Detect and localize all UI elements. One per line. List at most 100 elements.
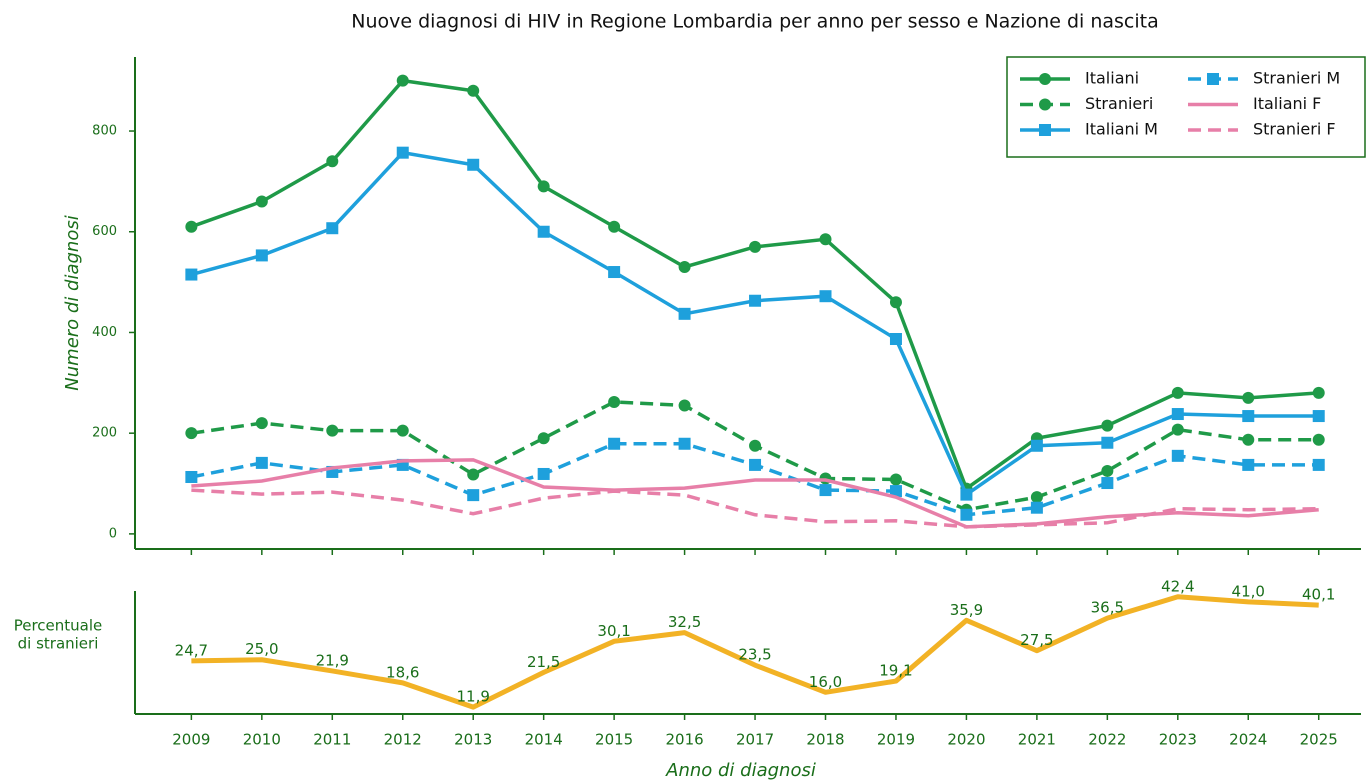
point [1312, 410, 1325, 423]
value-label: 42,4 [1161, 577, 1194, 595]
y-tick-label: 600 [92, 224, 117, 239]
x-tick-label: 2017 [736, 731, 774, 749]
point [1171, 449, 1184, 462]
point [255, 249, 268, 262]
point [889, 333, 902, 346]
x-tick-label: 2021 [1018, 731, 1056, 749]
legend-label: Stranieri [1085, 94, 1153, 113]
legend-label: Italiani M [1085, 120, 1158, 139]
point [396, 74, 409, 87]
x-tick-label: 2019 [877, 731, 915, 749]
point [608, 266, 621, 279]
point [255, 456, 268, 469]
x-tick-label: 2009 [172, 731, 210, 749]
value-label: 23,5 [738, 646, 771, 664]
y-tick-label: 400 [92, 325, 117, 340]
series-line [191, 488, 1319, 529]
legend-marker [1039, 124, 1051, 136]
point [819, 484, 832, 497]
point [1312, 386, 1325, 399]
point [185, 427, 198, 440]
x-tick-label: 2012 [384, 731, 422, 749]
point [889, 296, 902, 309]
point [467, 84, 480, 97]
point [819, 233, 832, 246]
x-tick-label: 2022 [1088, 731, 1126, 749]
x-tick-label: 2024 [1229, 731, 1267, 749]
value-label: 27,5 [1020, 631, 1053, 649]
value-label: 21,9 [316, 651, 349, 669]
chart-title: Nuove diagnosi di HIV in Regione Lombard… [351, 11, 1158, 33]
point [1101, 464, 1114, 477]
y-tick-label: 800 [92, 124, 117, 139]
legend-marker [1207, 73, 1219, 85]
point [185, 220, 198, 233]
point [678, 399, 691, 412]
point [1101, 419, 1114, 432]
point [678, 437, 691, 450]
point [1171, 408, 1184, 421]
value-label: 40,1 [1302, 586, 1335, 604]
point [1312, 433, 1325, 446]
series-line [191, 400, 1319, 512]
point [467, 489, 480, 502]
legend-label: Stranieri F [1253, 120, 1336, 139]
value-label: 19,1 [879, 662, 912, 680]
value-label: 25,0 [245, 640, 278, 658]
point [1242, 410, 1255, 423]
point [749, 294, 762, 307]
point [960, 488, 973, 501]
point [819, 290, 832, 303]
point [889, 473, 902, 486]
value-label: 36,5 [1091, 599, 1124, 617]
x-tick-label: 2014 [525, 731, 563, 749]
legend-label: Italiani F [1253, 94, 1321, 113]
value-label: 16,0 [809, 673, 842, 691]
x-tick-label: 2018 [806, 731, 844, 749]
point [185, 470, 198, 483]
x-tick-label: 2016 [665, 731, 703, 749]
point [608, 220, 621, 233]
point [537, 432, 550, 445]
point [255, 195, 268, 208]
value-label: 41,0 [1232, 582, 1265, 600]
x-tick-label: 2015 [595, 731, 633, 749]
point [749, 439, 762, 452]
x-tick-label: 2013 [454, 731, 492, 749]
y-tick-label: 0 [109, 526, 117, 541]
value-label: 21,5 [527, 653, 560, 671]
point [326, 155, 339, 168]
point [185, 268, 198, 281]
point [749, 458, 762, 471]
x-tick-label: 2011 [313, 731, 351, 749]
point [396, 146, 409, 159]
value-label: 11,9 [457, 688, 490, 706]
point [1101, 436, 1114, 449]
point [1312, 458, 1325, 471]
y-axis-label: di stranieri [18, 635, 99, 653]
legend-marker [1039, 73, 1051, 85]
point [467, 158, 480, 171]
point [537, 467, 550, 480]
y-axis-label: Percentuale [14, 617, 103, 635]
point [467, 468, 480, 481]
point [889, 485, 902, 498]
point [537, 225, 550, 238]
point [678, 307, 691, 320]
y-tick-label: 200 [92, 426, 117, 441]
x-axis-label: Anno di diagnosi [665, 760, 816, 781]
legend-box [1006, 56, 1366, 158]
point [537, 180, 550, 193]
point [1242, 458, 1255, 471]
point [1242, 391, 1255, 404]
point [1030, 491, 1043, 504]
value-label: 30,1 [597, 622, 630, 640]
point [1242, 433, 1255, 446]
point [749, 240, 762, 253]
x-tick-label: 2010 [243, 731, 281, 749]
x-tick-label: 2025 [1300, 731, 1338, 749]
value-label: 35,9 [950, 601, 983, 619]
point [1171, 423, 1184, 436]
value-label: 24,7 [175, 641, 208, 659]
